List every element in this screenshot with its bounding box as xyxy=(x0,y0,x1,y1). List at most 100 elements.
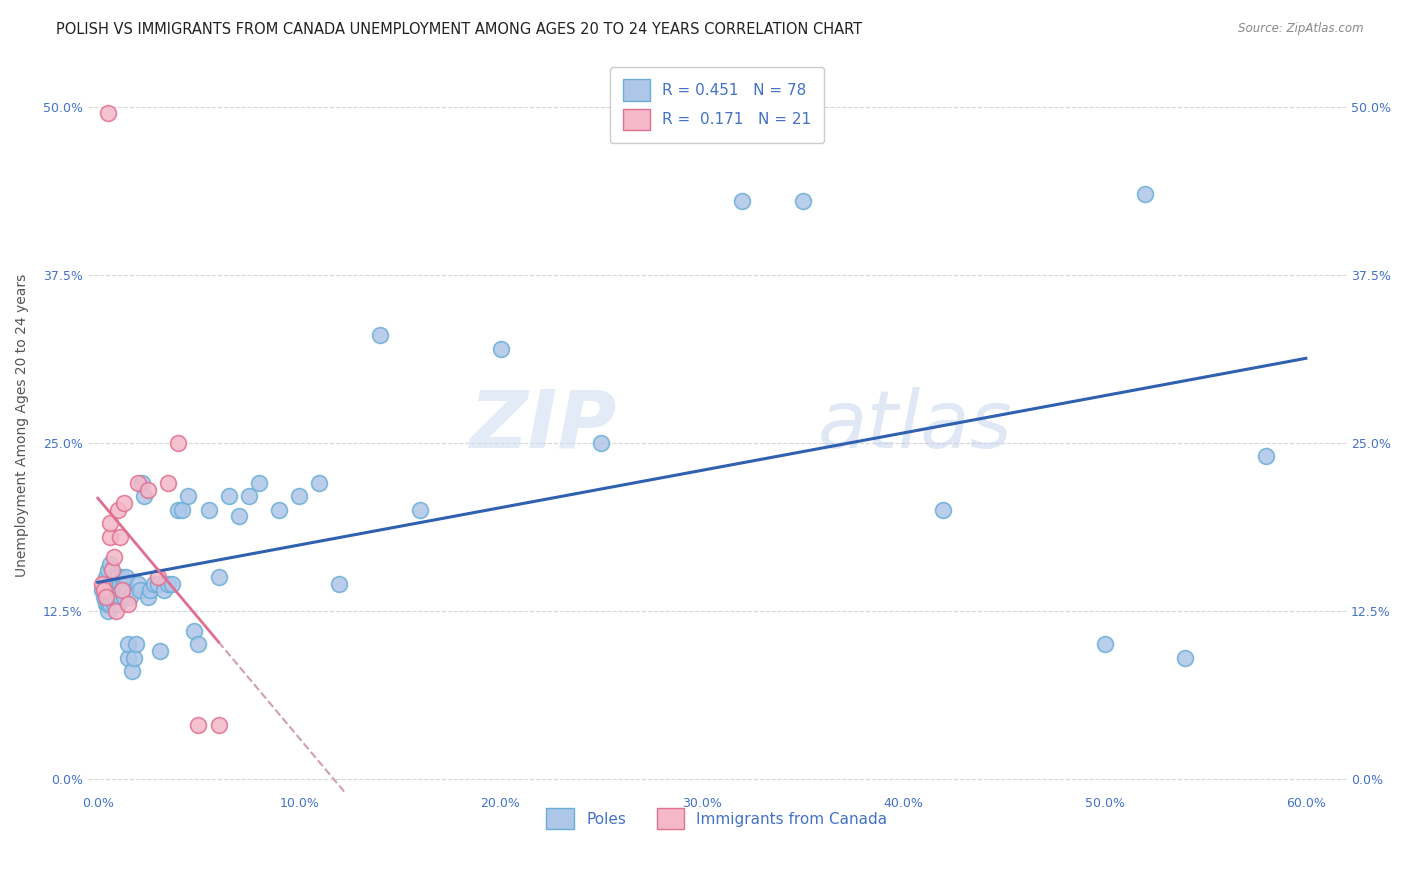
Point xyxy=(1174,650,1197,665)
Point xyxy=(108,590,131,604)
Point xyxy=(207,718,229,732)
Point xyxy=(125,637,148,651)
Point xyxy=(157,576,180,591)
Point xyxy=(122,650,145,665)
Point xyxy=(98,576,121,591)
Text: Source: ZipAtlas.com: Source: ZipAtlas.com xyxy=(1239,22,1364,36)
Point xyxy=(112,590,135,604)
Point xyxy=(98,597,121,611)
Point xyxy=(148,570,170,584)
Text: ZIP: ZIP xyxy=(468,387,616,465)
Point xyxy=(94,570,117,584)
Point xyxy=(104,583,127,598)
Point xyxy=(183,624,205,638)
Point xyxy=(97,603,120,617)
Point xyxy=(90,583,112,598)
Point xyxy=(267,502,290,516)
Point xyxy=(228,509,250,524)
Point xyxy=(111,583,134,598)
Point xyxy=(207,570,229,584)
Point xyxy=(328,576,350,591)
Point xyxy=(98,516,121,531)
Point xyxy=(103,583,125,598)
Point xyxy=(167,502,190,516)
Point xyxy=(489,342,512,356)
Point xyxy=(218,489,240,503)
Point xyxy=(94,590,117,604)
Point xyxy=(139,583,162,598)
Point xyxy=(136,483,159,497)
Point xyxy=(127,576,149,591)
Point xyxy=(117,637,139,651)
Point xyxy=(98,557,121,571)
Point xyxy=(134,489,156,503)
Point xyxy=(129,583,152,598)
Point xyxy=(104,590,127,604)
Point xyxy=(108,576,131,591)
Point xyxy=(157,475,180,490)
Point xyxy=(103,549,125,564)
Point xyxy=(107,502,129,516)
Legend: Poles, Immigrants from Canada: Poles, Immigrants from Canada xyxy=(540,802,894,836)
Point xyxy=(101,576,124,591)
Point xyxy=(104,603,127,617)
Point xyxy=(153,583,176,598)
Point xyxy=(93,583,115,598)
Point xyxy=(149,644,172,658)
Point xyxy=(108,530,131,544)
Point xyxy=(93,590,115,604)
Point xyxy=(368,328,391,343)
Point xyxy=(98,590,121,604)
Text: atlas: atlas xyxy=(818,387,1012,465)
Point xyxy=(117,597,139,611)
Point xyxy=(731,194,754,208)
Point xyxy=(107,583,129,598)
Point xyxy=(187,637,209,651)
Point xyxy=(238,489,260,503)
Point xyxy=(288,489,311,503)
Point xyxy=(115,583,138,598)
Point xyxy=(97,583,120,598)
Point xyxy=(143,576,166,591)
Point xyxy=(97,106,120,120)
Point xyxy=(167,435,190,450)
Point xyxy=(98,530,121,544)
Point xyxy=(177,489,200,503)
Point xyxy=(136,590,159,604)
Point xyxy=(103,597,125,611)
Point xyxy=(1133,186,1156,201)
Point xyxy=(97,597,120,611)
Point xyxy=(101,563,124,577)
Point xyxy=(121,664,143,678)
Point xyxy=(187,718,209,732)
Point xyxy=(103,590,125,604)
Point xyxy=(197,502,219,516)
Point xyxy=(308,475,330,490)
Text: POLISH VS IMMIGRANTS FROM CANADA UNEMPLOYMENT AMONG AGES 20 TO 24 YEARS CORRELAT: POLISH VS IMMIGRANTS FROM CANADA UNEMPLO… xyxy=(56,22,862,37)
Y-axis label: Unemployment Among Ages 20 to 24 years: Unemployment Among Ages 20 to 24 years xyxy=(15,274,30,577)
Point xyxy=(112,496,135,510)
Point xyxy=(591,435,613,450)
Point xyxy=(97,563,120,577)
Point xyxy=(131,475,153,490)
Point xyxy=(247,475,270,490)
Point xyxy=(111,570,134,584)
Point xyxy=(111,583,134,598)
Point xyxy=(117,650,139,665)
Point xyxy=(101,590,124,604)
Point xyxy=(409,502,432,516)
Point xyxy=(104,576,127,591)
Point xyxy=(148,576,170,591)
Point xyxy=(172,502,194,516)
Point xyxy=(162,576,184,591)
Point xyxy=(101,583,124,598)
Point xyxy=(103,570,125,584)
Point xyxy=(932,502,955,516)
Point xyxy=(94,597,117,611)
Point xyxy=(1254,449,1277,463)
Point xyxy=(115,570,138,584)
Point xyxy=(93,576,115,591)
Point xyxy=(107,597,129,611)
Point xyxy=(107,570,129,584)
Point xyxy=(118,590,141,604)
